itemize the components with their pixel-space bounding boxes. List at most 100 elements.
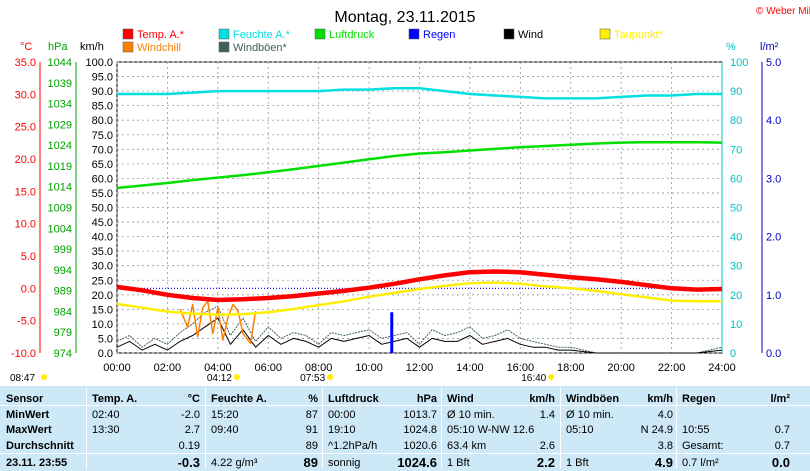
x-tick-label: 14:00 xyxy=(456,362,484,374)
table-header: Luftdruck xyxy=(328,393,379,405)
humidity-tick-label: 10 xyxy=(730,319,742,331)
pressure-tick-label: 984 xyxy=(54,306,72,318)
rain-tick-label: 1.0 xyxy=(766,290,781,302)
temp-tick-label: 30.0 xyxy=(15,89,36,101)
table-column-divider xyxy=(560,388,561,469)
rain-tick-label: 3.0 xyxy=(766,173,781,185)
wind-tick-label: 15.0 xyxy=(92,304,113,316)
rain-axis-unit: l/m² xyxy=(760,41,779,53)
legend-label: Temp. A.* xyxy=(137,29,185,41)
series-line-wind xyxy=(116,317,723,354)
series-line-feuchte-a xyxy=(117,86,722,100)
humidity-axis-unit: % xyxy=(726,41,736,53)
table-header-unit: l/m² xyxy=(770,393,790,405)
table-cell-value: -2.0 xyxy=(181,409,200,421)
pressure-tick-label: 1024 xyxy=(48,140,72,152)
temp-tick-label: 0.0 xyxy=(21,283,36,295)
pressure-tick-label: 1034 xyxy=(48,99,72,111)
x-tick-label: 24:00 xyxy=(708,362,736,374)
pressure-tick-label: 999 xyxy=(54,244,72,256)
copyright-label: © Weber Mike xyxy=(756,6,810,17)
table-cell-note: Ø 10 min. xyxy=(566,409,614,421)
table-header: Feuchte A. xyxy=(211,393,267,405)
x-tick-label: 00:00 xyxy=(103,362,131,374)
table-cell-note: 4.22 g/m³ xyxy=(211,457,258,469)
legend-label: Feuchte A.* xyxy=(233,29,291,41)
time-marker-label: 08:47 xyxy=(10,373,35,384)
wind-tick-label: 35.0 xyxy=(92,246,113,258)
humidity-tick-label: 60 xyxy=(730,173,742,185)
x-tick-label: 12:00 xyxy=(406,362,434,374)
table-cell-note: 13:30 xyxy=(92,424,120,436)
temp-tick-label: -5.0 xyxy=(17,316,36,328)
wind-tick-label: 20.0 xyxy=(92,290,113,302)
wind-tick-label: 60.0 xyxy=(92,173,113,185)
temp-tick-label: 5.0 xyxy=(21,251,36,263)
table-header: Regen xyxy=(682,393,716,405)
table-cell-note: 02:40 xyxy=(92,409,120,421)
table-column-divider xyxy=(205,388,206,469)
wind-tick-label: 75.0 xyxy=(92,130,113,142)
pressure-tick-label: 994 xyxy=(54,265,72,277)
table-cell-value: N 24.9 xyxy=(640,424,673,436)
x-tick-label: 02:00 xyxy=(154,362,182,374)
x-tick-label: 18:00 xyxy=(557,362,585,374)
table-header: Wind xyxy=(447,393,474,405)
table-cell-value: 0.7 xyxy=(774,424,790,436)
rain-tick-label: 2.0 xyxy=(766,232,781,244)
wind-tick-label: 45.0 xyxy=(92,217,113,229)
sun-marker-icon xyxy=(548,374,555,380)
legend-label: Windböen* xyxy=(233,42,288,54)
pressure-tick-label: 1044 xyxy=(48,57,72,69)
table-cell-value: 1.4 xyxy=(539,409,555,421)
table-header-unit: km/h xyxy=(529,393,555,405)
table-cell-value: 0.19 xyxy=(178,440,200,452)
legend-label: Taupunkt* xyxy=(614,29,664,41)
pressure-tick-label: 989 xyxy=(54,286,72,298)
sun-marker-icon xyxy=(233,374,240,380)
series-line-taupunkt xyxy=(116,281,722,317)
table-cell-note: 19:10 xyxy=(328,424,356,436)
table-row-label: 23.11. 23:55 xyxy=(6,457,68,469)
table-row-label: MinWert xyxy=(6,409,50,421)
x-tick-label: 16:00 xyxy=(507,362,535,374)
pressure-tick-label: 974 xyxy=(54,348,72,360)
series-line-windchill xyxy=(179,300,257,345)
table-cell-value: 87 xyxy=(305,409,318,421)
temp-tick-label: 15.0 xyxy=(15,186,36,198)
pressure-tick-label: 979 xyxy=(54,327,72,339)
temp-tick-label: 20.0 xyxy=(15,154,36,166)
humidity-tick-label: 20 xyxy=(730,290,742,302)
temp-tick-label: 10.0 xyxy=(15,219,36,231)
legend-swatch xyxy=(408,28,420,40)
table-cell-note: 63.4 km xyxy=(447,440,487,452)
wind-tick-label: 65.0 xyxy=(92,159,113,171)
temp-tick-label: 35.0 xyxy=(15,57,36,69)
table-cell-value: 0.0 xyxy=(771,455,790,470)
table-cell-note: 05:10 W-NW 12.6 xyxy=(447,424,535,436)
series-line-temp-a xyxy=(116,269,723,303)
table-cell-value: 4.0 xyxy=(657,409,673,421)
wind-tick-label: 40.0 xyxy=(92,232,113,244)
table-header-unit: km/h xyxy=(647,393,673,405)
x-tick-label: 20:00 xyxy=(607,362,635,374)
humidity-tick-label: 70 xyxy=(730,144,742,156)
humidity-tick-label: 100 xyxy=(730,57,748,69)
wind-tick-label: 70.0 xyxy=(92,144,113,156)
table-cell-note: ^1.2hPa/h xyxy=(328,440,378,452)
sun-marker-icon xyxy=(327,374,334,380)
table-cell-value: 89 xyxy=(303,455,318,470)
pressure-tick-label: 1019 xyxy=(48,161,72,173)
humidity-tick-label: 50 xyxy=(730,203,742,215)
wind-tick-label: 100.0 xyxy=(85,57,113,69)
table-row-label: MaxWert xyxy=(6,424,52,436)
table-cell-note: 00:00 xyxy=(328,409,356,421)
legend-swatch xyxy=(218,41,230,53)
legend-label: Regen xyxy=(423,29,455,41)
table-cell-value: -0.3 xyxy=(177,455,200,470)
humidity-tick-label: 0 xyxy=(730,348,736,360)
statistics-table: Sensor Temp. A. °C Feuchte A.% Luftdruck hPa W… xyxy=(0,386,810,471)
table-header-unit: °C xyxy=(187,393,200,405)
x-tick-label: 04:00 xyxy=(204,362,232,374)
pressure-tick-label: 1039 xyxy=(48,78,72,90)
